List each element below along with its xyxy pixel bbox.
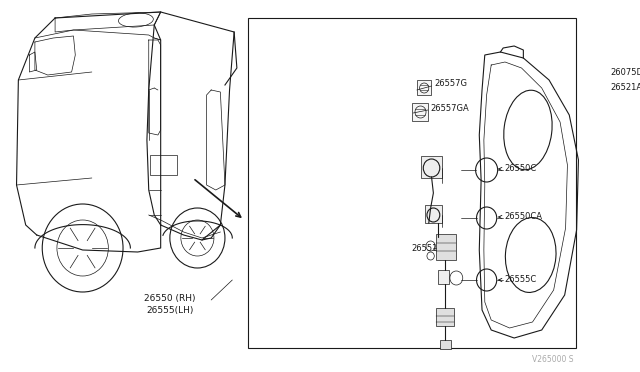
Bar [438, 270, 449, 284]
Text: 26550C: 26550C [504, 164, 536, 173]
Bar [436, 234, 456, 260]
Bar [421, 156, 442, 178]
Text: 26555(LH): 26555(LH) [146, 307, 193, 315]
Text: 26075D: 26075D [611, 67, 640, 77]
Text: 26550 (RH): 26550 (RH) [144, 294, 196, 302]
Text: 26555C: 26555C [504, 275, 536, 283]
Text: 26521A: 26521A [611, 83, 640, 92]
Bar [412, 103, 428, 121]
Bar [417, 80, 431, 95]
Bar [440, 340, 451, 349]
Text: 26557GA: 26557GA [431, 103, 469, 112]
Text: 26557G: 26557G [435, 78, 467, 87]
Bar [425, 205, 442, 223]
Bar [436, 308, 454, 326]
Bar [248, 18, 576, 348]
Text: V265000 S: V265000 S [532, 356, 574, 365]
Bar [150, 155, 177, 175]
Text: 26551: 26551 [412, 244, 438, 253]
Text: 26550CA: 26550CA [504, 212, 542, 221]
